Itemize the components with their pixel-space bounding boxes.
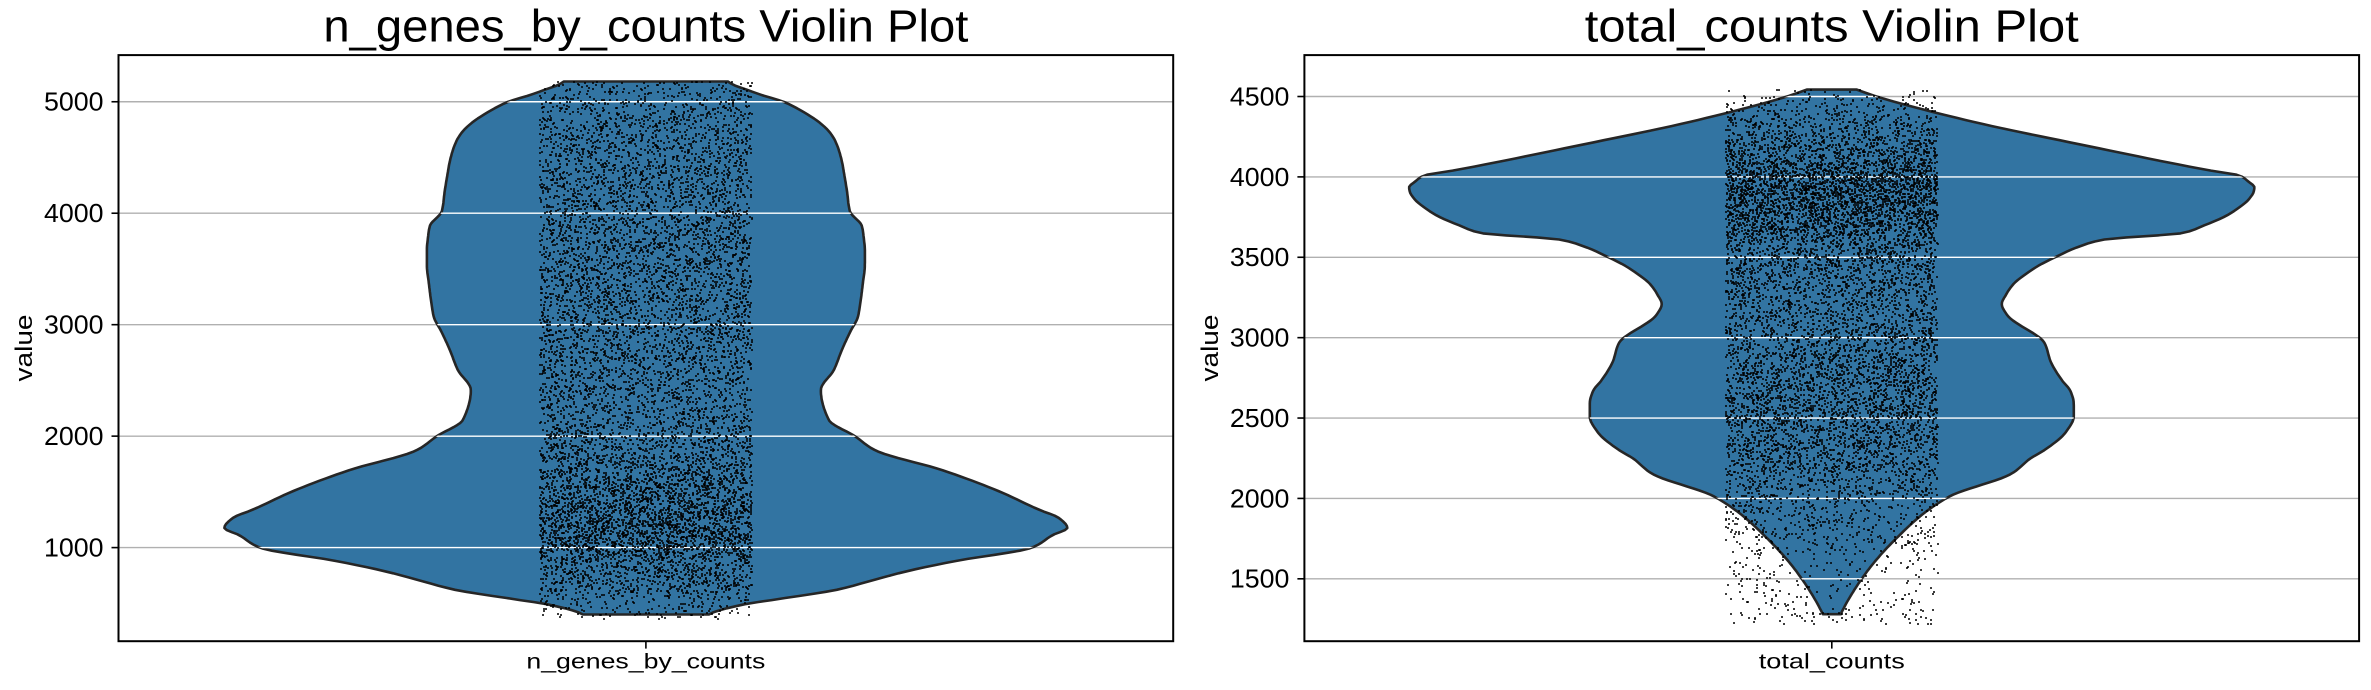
svg-text:value: value: [11, 315, 38, 382]
svg-text:2000: 2000: [1230, 483, 1290, 513]
svg-text:3000: 3000: [1230, 323, 1290, 353]
svg-text:total_counts Violin Plot: total_counts Violin Plot: [1585, 1, 2080, 52]
svg-text:3000: 3000: [44, 310, 104, 340]
svg-text:4000: 4000: [44, 198, 104, 228]
svg-text:value: value: [1197, 315, 1224, 382]
svg-text:4500: 4500: [1230, 81, 1290, 111]
svg-text:1000: 1000: [44, 533, 104, 563]
svg-text:3500: 3500: [1230, 242, 1290, 272]
svg-text:n_genes_by_counts: n_genes_by_counts: [526, 651, 765, 674]
svg-text:n_genes_by_counts Violin Plot: n_genes_by_counts Violin Plot: [323, 1, 969, 52]
svg-text:2500: 2500: [1230, 403, 1290, 433]
svg-text:5000: 5000: [44, 87, 104, 117]
svg-text:1500: 1500: [1230, 564, 1290, 594]
svg-text:total_counts: total_counts: [1759, 651, 1905, 674]
svg-text:4000: 4000: [1230, 162, 1290, 192]
svg-text:2000: 2000: [44, 421, 104, 451]
